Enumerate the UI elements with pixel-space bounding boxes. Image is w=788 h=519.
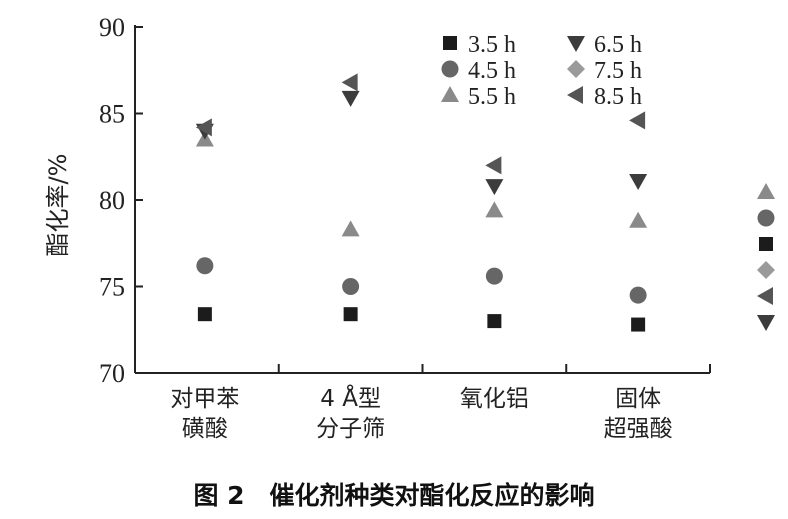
x-tick-label: 固体: [615, 386, 661, 412]
side-marker-triangle-down: [757, 315, 775, 331]
legend-marker-85h: [567, 86, 583, 104]
data-point-35h: [197, 307, 212, 322]
side-marker-triangle-up: [757, 183, 775, 199]
data-point-85h: [195, 118, 212, 137]
side-marker-square: [759, 237, 773, 251]
data-point-65h: [629, 173, 648, 190]
data-point-45h: [485, 267, 503, 285]
x-tick-label: 对甲苯: [170, 386, 239, 412]
y-tick-label: 85: [99, 100, 125, 129]
data-point-65h: [341, 90, 360, 107]
legend-marker-65h: [567, 36, 585, 52]
data-point-65h: [485, 179, 504, 196]
x-tick-label: 4 Å型: [320, 384, 381, 412]
legend-marker-55h: [441, 86, 459, 102]
data-point-35h: [631, 317, 646, 332]
y-tick-label: 70: [99, 359, 125, 388]
legend-label: 5.5 h: [468, 84, 516, 110]
data-point-55h: [485, 201, 504, 218]
side-marker-diamond: [757, 261, 775, 279]
legend-marker-45h: [441, 60, 459, 78]
legend-label: 3.5 h: [468, 32, 516, 58]
legend-marker-35h: [443, 36, 457, 50]
data-point-85h: [629, 111, 646, 130]
x-tick-label: 磺酸: [182, 416, 228, 442]
y-tick-label: 90: [99, 13, 125, 42]
chart-title: 图 2 催化剂种类对酯化反应的影响: [193, 481, 594, 510]
data-point-55h: [629, 211, 648, 228]
legend-label: 6.5 h: [594, 32, 642, 58]
y-tick-label: 75: [99, 273, 125, 302]
legend-label: 8.5 h: [594, 84, 642, 110]
legend-label: 7.5 h: [594, 58, 642, 84]
legend-marker-75h: [567, 60, 585, 78]
side-marker-triangle-left: [757, 287, 773, 305]
y-axis-label: 酯化率/%: [44, 154, 72, 257]
x-tick-label: 分子筛: [316, 416, 385, 442]
data-point-45h: [342, 278, 360, 295]
data-point-55h: [341, 220, 360, 237]
x-tick-label: 氧化铝: [460, 386, 529, 412]
data-point-35h: [343, 307, 358, 322]
legend-label: 4.5 h: [468, 58, 516, 84]
data-point-35h: [487, 314, 502, 329]
data-point-85h: [485, 156, 502, 175]
y-tick-label: 80: [99, 186, 125, 215]
data-point-85h: [341, 73, 358, 92]
side-marker-circle: [757, 209, 775, 227]
data-point-45h: [629, 286, 647, 304]
x-tick-label: 超强酸: [604, 416, 673, 442]
data-point-45h: [196, 257, 214, 275]
